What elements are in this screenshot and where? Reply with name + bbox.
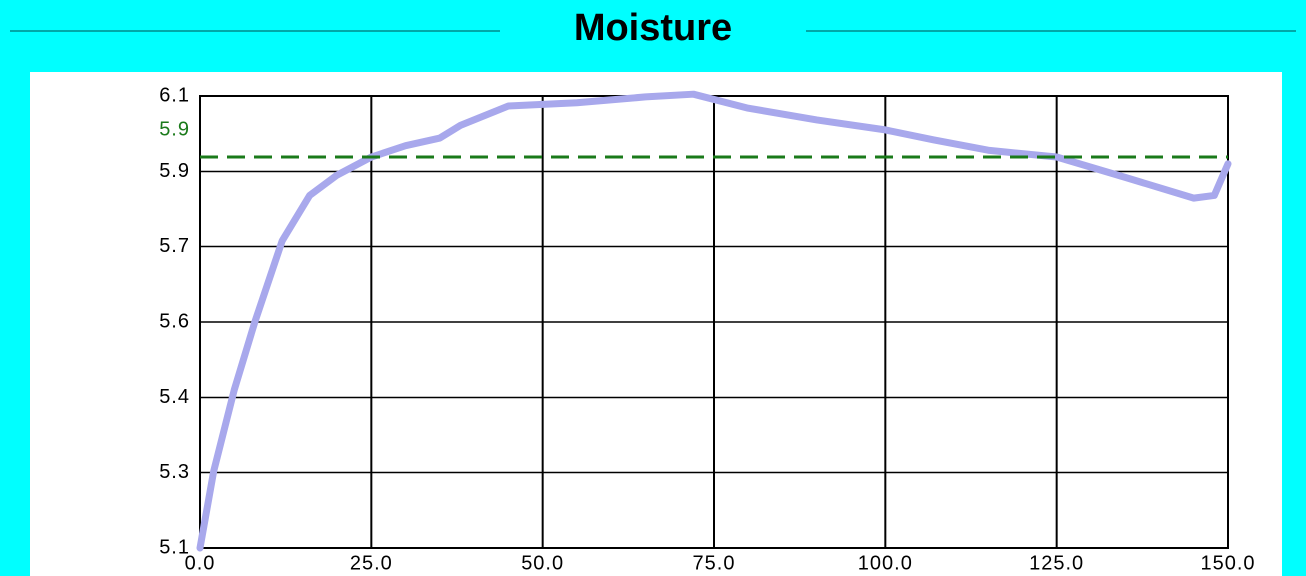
- series-line: [196, 90, 1232, 552]
- x-tick-label: 75.0: [693, 552, 736, 574]
- x-tick-label: 125.0: [1029, 552, 1084, 574]
- x-tick-label: 25.0: [350, 552, 393, 574]
- y-tick-label: 5.1: [159, 536, 190, 558]
- x-tick-label: 100.0: [858, 552, 913, 574]
- y-tick-label: 5.3: [159, 461, 190, 483]
- plot-panel: [30, 72, 1282, 576]
- chart-title: Moisture: [574, 7, 732, 49]
- y-tick-label: 5.6: [159, 310, 190, 332]
- y-tick-label: 5.7: [159, 235, 190, 257]
- x-tick-label: 50.0: [521, 552, 564, 574]
- reference-label: 5.9: [159, 118, 190, 140]
- x-tick-label: 150.0: [1200, 552, 1255, 574]
- y-tick-label: 5.4: [159, 386, 190, 408]
- y-tick-label: 6.1: [159, 84, 190, 106]
- x-tick-label: 0.0: [185, 552, 216, 574]
- y-tick-label: 5.9: [159, 160, 190, 182]
